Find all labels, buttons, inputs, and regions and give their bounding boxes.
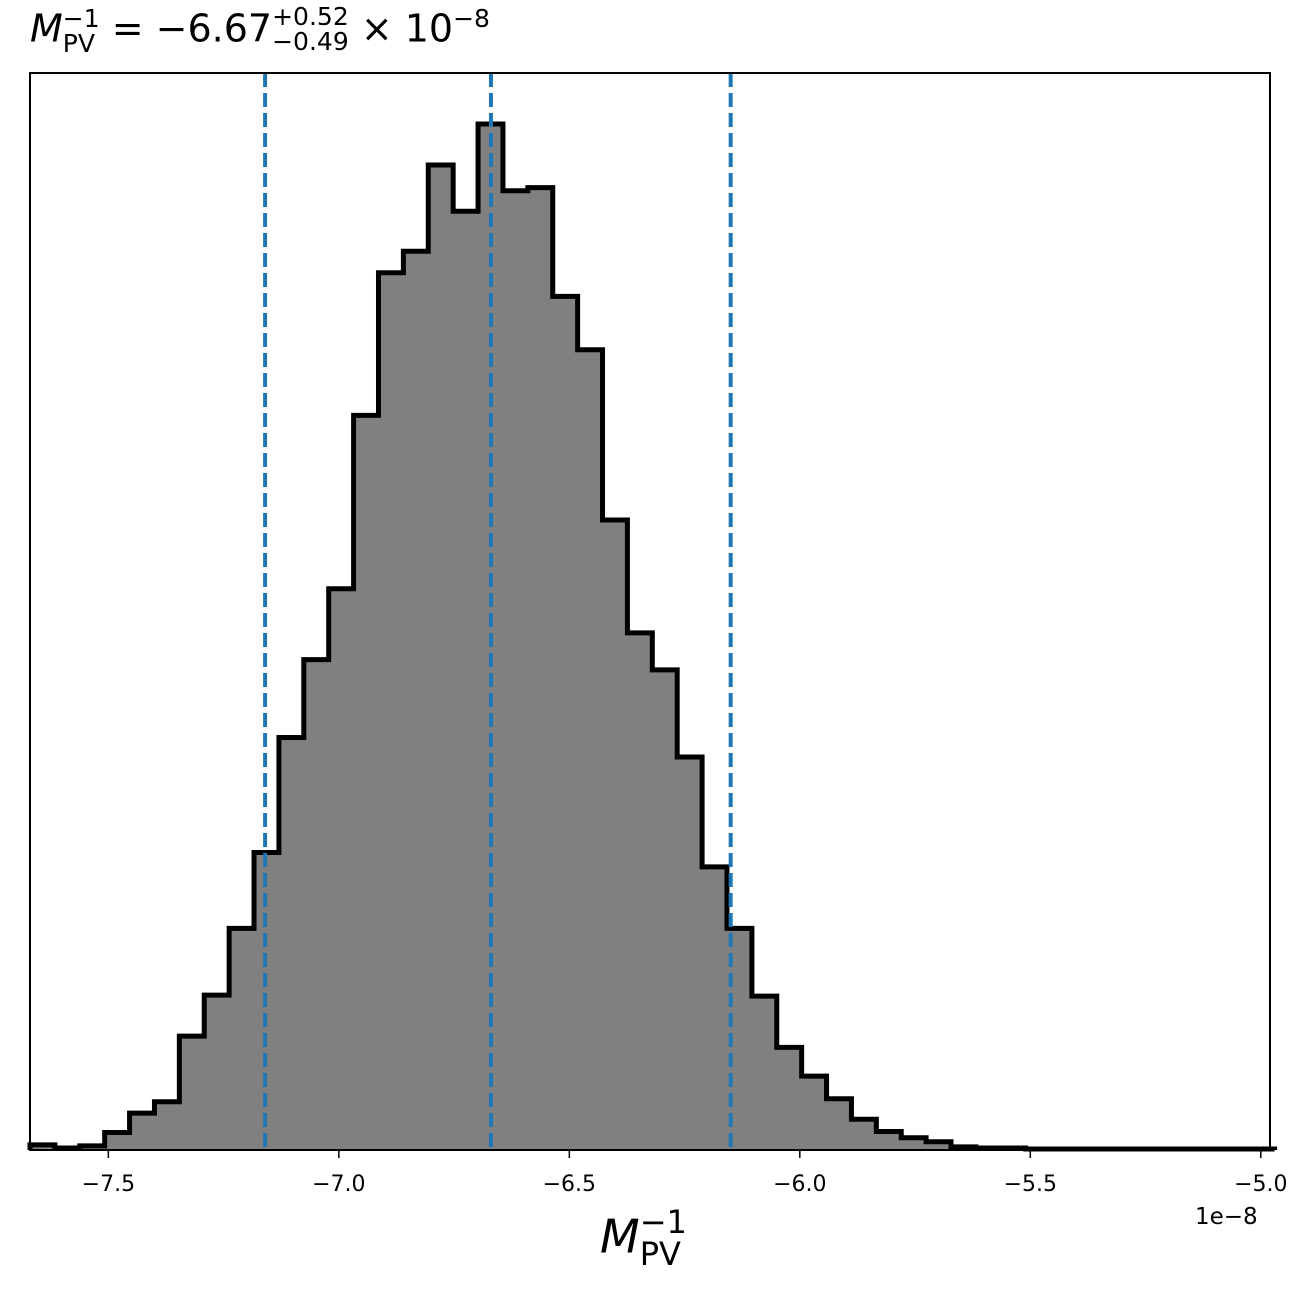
histogram-bar [677, 757, 703, 1150]
histogram-bar [278, 737, 305, 1150]
histogram-bar [926, 1141, 952, 1150]
histogram-bar [129, 1113, 155, 1150]
chart-title: M −1 PV = −6.67 +0.52 −0.49 × 10−8 [30, 3, 490, 58]
histogram-bar [627, 632, 653, 1150]
x-tick-label: −5.0 [1234, 1172, 1287, 1197]
title-symbol: M [30, 6, 63, 51]
histogram-bar [851, 1119, 877, 1150]
title-upper-error: +0.52 [272, 2, 349, 31]
histogram-bar [552, 296, 579, 1150]
histogram-bar [154, 1101, 180, 1150]
histogram-bar [30, 1144, 56, 1150]
histogram-bar [378, 272, 404, 1150]
xlabel-subscript: PV [639, 1235, 681, 1273]
x-tick-label: −5.5 [1004, 1172, 1057, 1197]
histogram-bar [602, 520, 628, 1150]
histogram-bar [328, 588, 355, 1150]
title-superscript: −1 [62, 4, 100, 33]
histogram-outline [27, 121, 1278, 1152]
histogram-bar [453, 211, 479, 1150]
x-tick-label: −7.5 [82, 1172, 135, 1197]
histogram-bar [527, 187, 554, 1150]
xlabel-symbol: M [600, 1209, 640, 1264]
x-tick-label: −6.0 [773, 1172, 826, 1197]
histogram-bar [104, 1132, 131, 1150]
plot-frame [29, 72, 1271, 1151]
histogram-bar [702, 866, 728, 1150]
histogram-bar [353, 415, 379, 1150]
x-tick-label: −7.0 [312, 1172, 365, 1197]
x-tick-label: −6.5 [543, 1172, 596, 1197]
histogram-bar [229, 928, 255, 1150]
title-median: = −6.67 [99, 6, 273, 51]
title-times: × 10 [348, 6, 454, 51]
histogram-bar [502, 190, 529, 1150]
histogram-bar [577, 349, 604, 1151]
histogram-bar [751, 996, 778, 1150]
xlabel-scripts: −1 PV [640, 1206, 687, 1270]
histogram-bar [204, 995, 230, 1150]
histogram-bar [652, 669, 678, 1150]
x-axis-offset-label: 1e−8 [1195, 1204, 1258, 1230]
xlabel-superscript: −1 [639, 1203, 687, 1241]
title-lower-error: −0.49 [272, 27, 349, 56]
x-axis-ticks: −7.5 −7.0 −6.5 −6.0 −5.5 −5.0 [82, 1150, 1287, 1197]
histogram-bar [801, 1076, 828, 1150]
title-symbol-scripts: −1 PV [62, 4, 100, 58]
x-axis-label: M −1 PV [600, 1206, 687, 1272]
title-exponent: −8 [453, 3, 490, 33]
histogram-bar [403, 251, 429, 1150]
histogram-bars [27, 121, 1278, 1152]
histogram-bar [826, 1098, 852, 1150]
histogram-bar [303, 659, 330, 1150]
histogram-bar [901, 1137, 927, 1150]
title-errors: +0.52 −0.49 [272, 4, 349, 54]
title-subscript: PV [62, 29, 95, 58]
histogram-bar [179, 1036, 205, 1150]
histogram-bar [776, 1047, 803, 1150]
histogram-bar [876, 1131, 902, 1150]
histogram-bar [428, 165, 454, 1151]
